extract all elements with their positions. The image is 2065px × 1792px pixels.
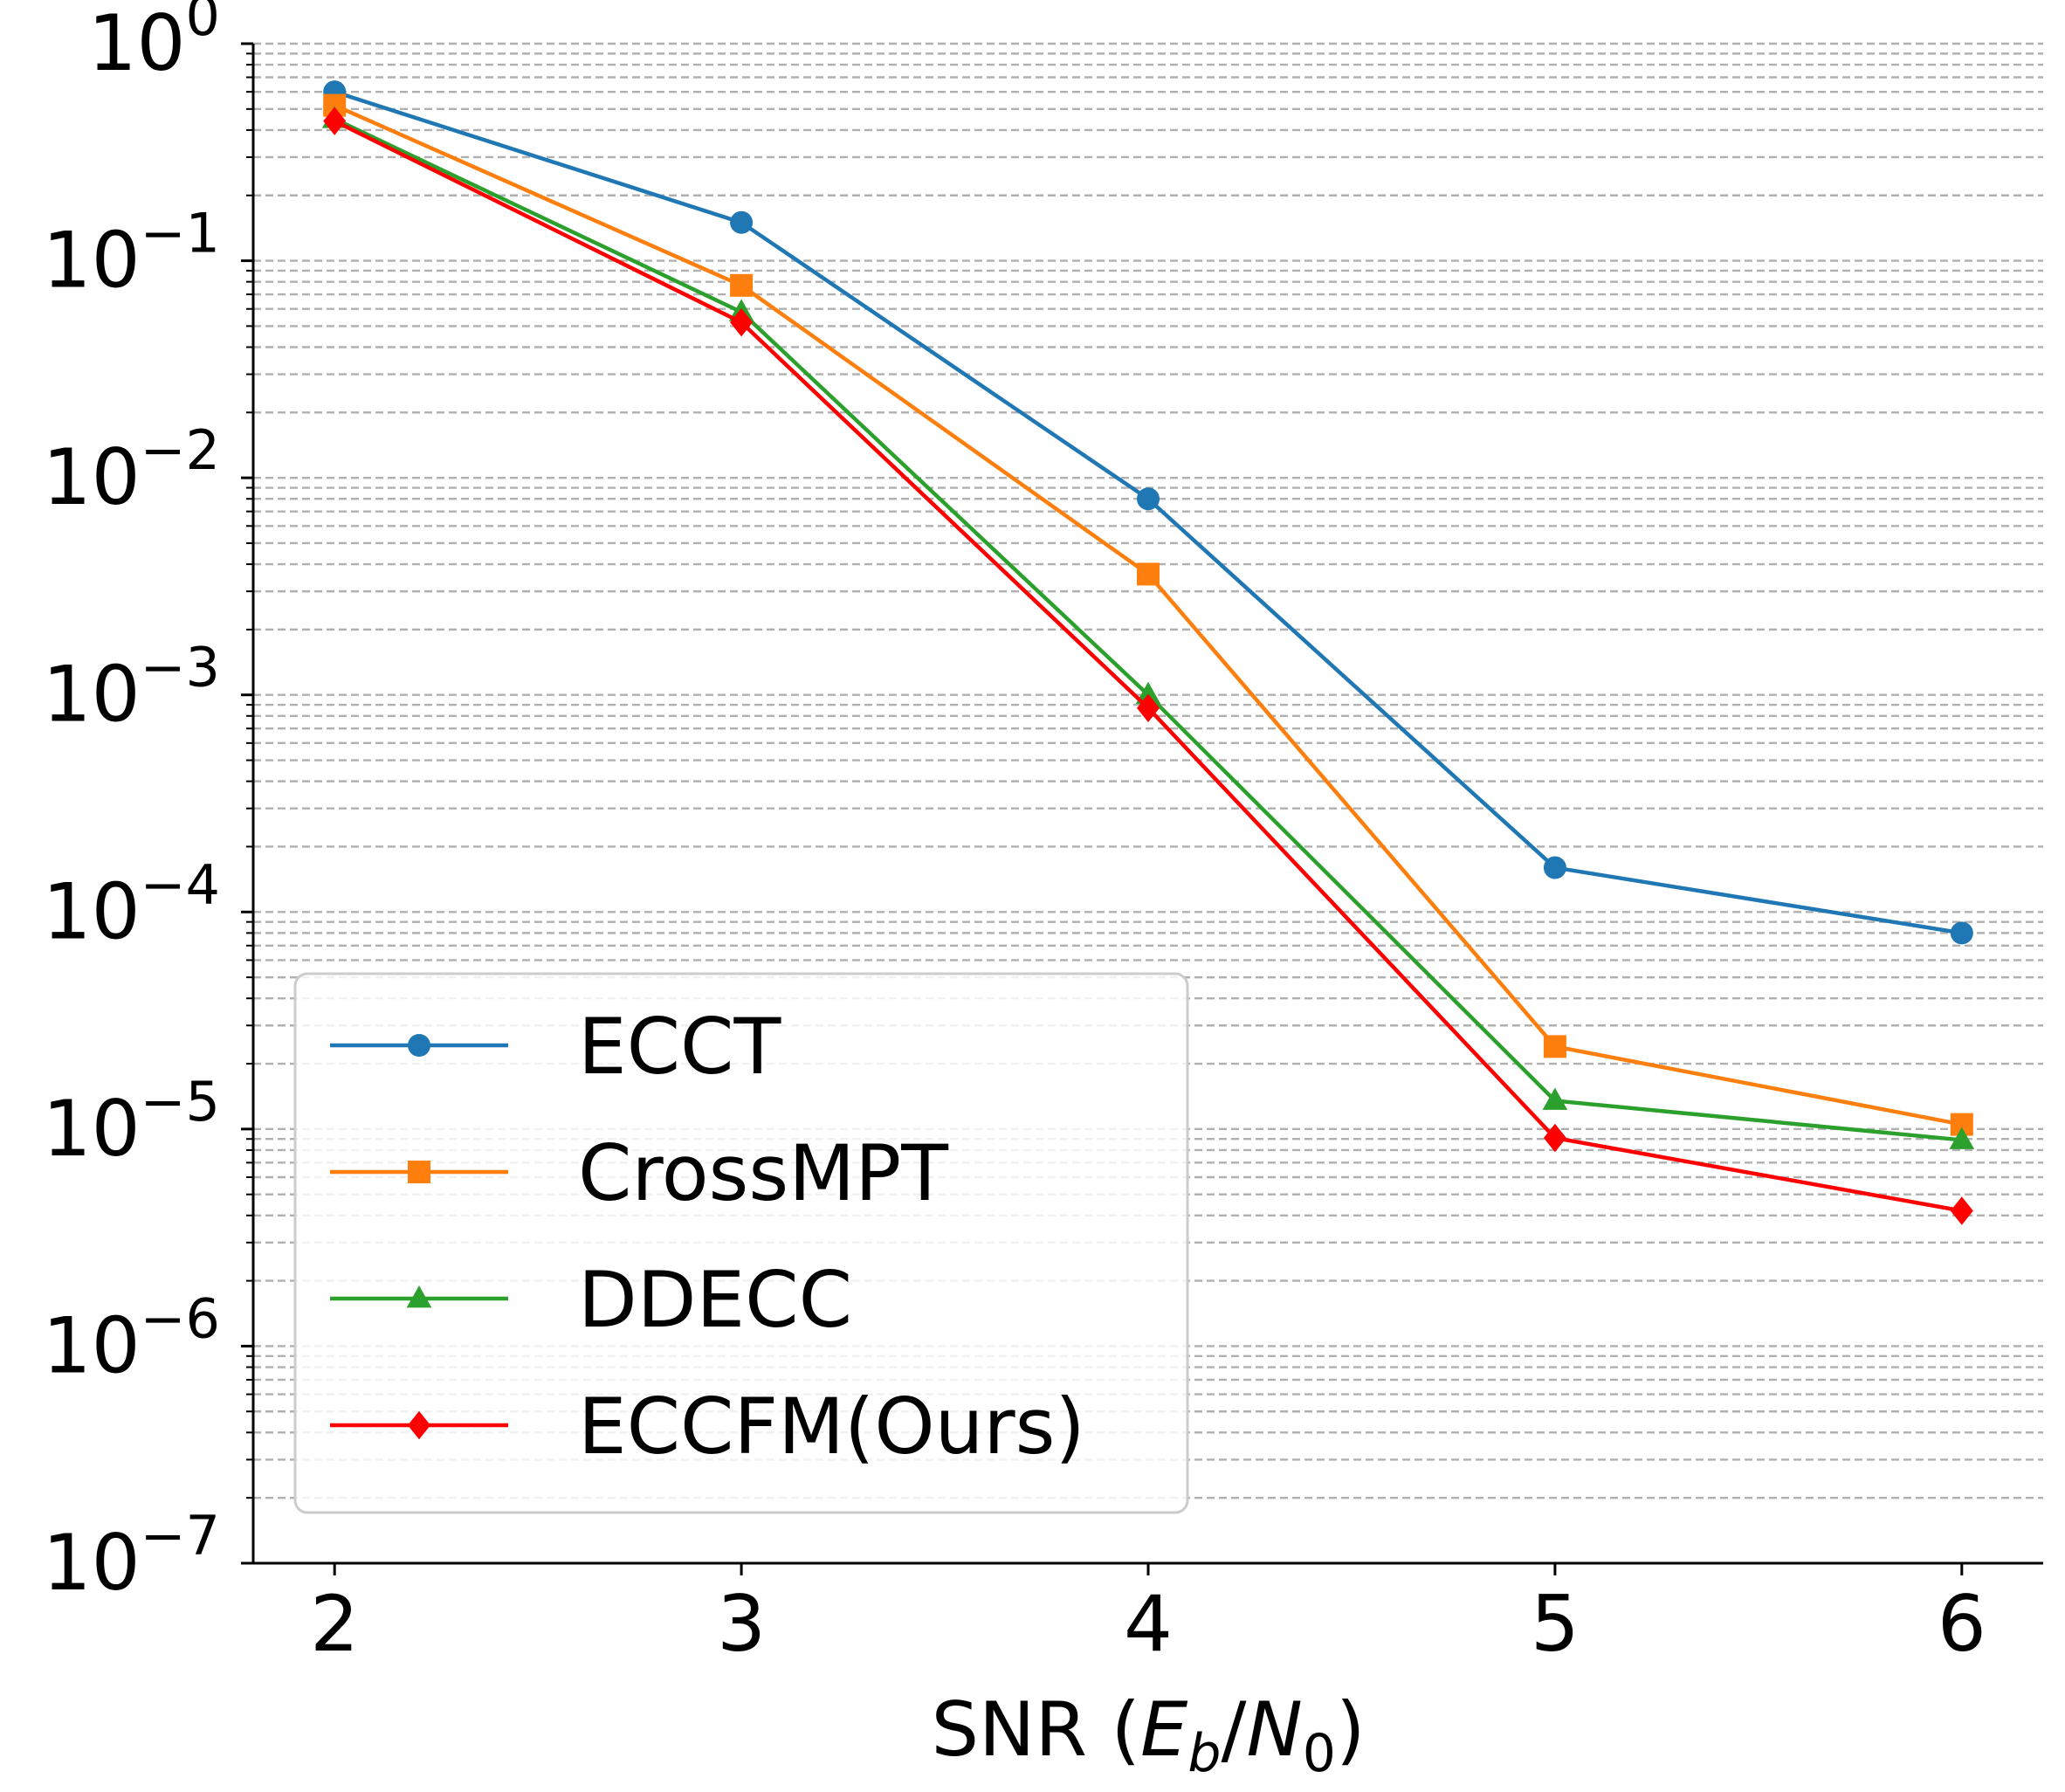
x-tick-label: 5 — [1531, 1579, 1580, 1669]
legend-entry: ECCT — [330, 1002, 781, 1092]
data-point — [1137, 487, 1160, 511]
data-point — [1135, 681, 1161, 705]
x-tick-label: 2 — [310, 1579, 359, 1669]
series-ecct — [323, 80, 1973, 945]
series-crossmpt — [323, 93, 1973, 1136]
data-point — [1949, 1127, 1975, 1149]
legend-marker — [408, 1161, 430, 1183]
legend-marker — [408, 1410, 430, 1440]
x-axis-label: SNR (Eb/N0) — [931, 1686, 1365, 1784]
legend-entry: ECCFM(Ours) — [330, 1382, 1085, 1472]
legend-frame — [293, 972, 1189, 1514]
y-tick-label: 10−6 — [43, 1286, 220, 1390]
data-point — [1542, 1087, 1568, 1110]
data-point — [730, 210, 754, 234]
data-point — [730, 273, 754, 297]
legend-label: ECCFM(Ours) — [578, 1382, 1085, 1472]
data-point — [730, 307, 754, 337]
data-point — [1950, 921, 1973, 945]
legend-label: CrossMPT — [578, 1128, 949, 1218]
x-tick-label: 3 — [717, 1579, 766, 1669]
data-point — [1543, 1035, 1566, 1058]
legend-entry: DDECC — [330, 1255, 852, 1345]
data-point — [323, 107, 347, 135]
y-axis-ticks: 100 10−1 10−2 10−3 10−4 10−5 10−6 10−7 — [43, 0, 253, 1608]
y-tick-label: 10−2 — [43, 418, 220, 522]
y-tick-label: 10−1 — [43, 202, 220, 306]
x-axis-ticks: 2 3 4 5 6 — [310, 1563, 1986, 1669]
series-eccfm-ours- — [323, 107, 1973, 1225]
data-point — [1950, 1196, 1973, 1225]
legend: ECCT CrossMPT DDECC ECCFM(Ours) — [293, 972, 1189, 1514]
y-tick-label: 10−7 — [43, 1504, 220, 1608]
data-point — [1543, 1123, 1566, 1153]
legend-label: DDECC — [578, 1255, 852, 1345]
x-tick-label: 6 — [1938, 1579, 1986, 1669]
y-tick-label: 10−4 — [43, 852, 220, 956]
data-point — [1137, 693, 1160, 722]
y-tick-label: 10−3 — [43, 636, 220, 740]
legend-entry: CrossMPT — [330, 1128, 949, 1218]
legend-label: ECCT — [578, 1002, 781, 1092]
x-tick-label: 4 — [1124, 1579, 1173, 1669]
legend-marker — [406, 1285, 432, 1308]
series-line — [334, 103, 1963, 1127]
legend-marker — [408, 1034, 430, 1057]
data-point — [1543, 856, 1566, 879]
series-layer — [321, 80, 1975, 1225]
y-tick-label: 10−5 — [43, 1070, 220, 1174]
y-tick-label: 100 — [88, 0, 220, 88]
data-point — [1137, 562, 1160, 586]
